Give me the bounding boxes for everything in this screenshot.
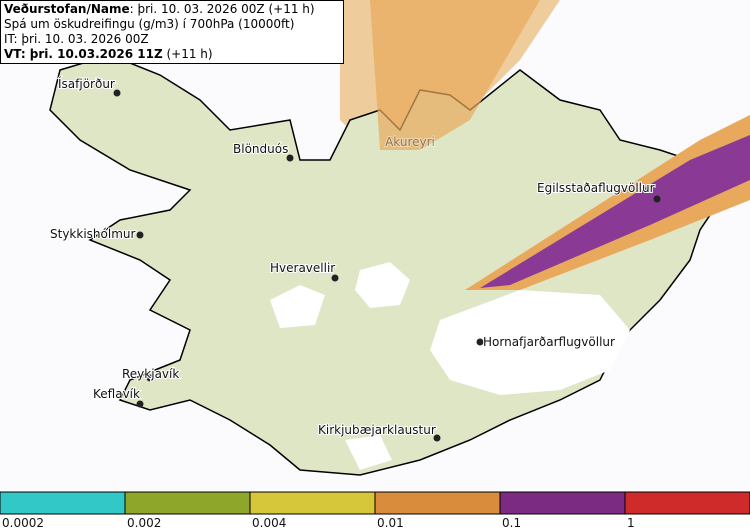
legend-label: 0.002 xyxy=(127,516,161,530)
place-dot xyxy=(146,374,154,382)
ash-north-core xyxy=(370,0,540,150)
place-dot xyxy=(653,195,661,203)
place-label: Ísafjörður xyxy=(58,76,115,91)
legend-swatch xyxy=(624,491,750,515)
place-dot xyxy=(476,338,484,346)
header-valid: VT: þri. 10.03.2026 11Z xyxy=(4,47,163,61)
place-dot xyxy=(136,231,144,239)
glacier xyxy=(355,262,410,308)
ash-plume-outer xyxy=(465,115,750,290)
place-label: Kirkjubæjarklaustur xyxy=(318,423,436,437)
legend-swatch xyxy=(0,491,126,515)
legend-label: 0.1 xyxy=(502,516,521,530)
legend-swatch xyxy=(124,491,251,515)
ash-plume-core xyxy=(480,135,750,288)
header-line: Veðurstofan/Name: þri. 10. 03. 2026 00Z … xyxy=(4,2,340,17)
header-org: Veðurstofan/Name xyxy=(4,2,130,16)
place-dot xyxy=(433,434,441,442)
legend-label: 0.01 xyxy=(377,516,404,530)
place-label: Hveravellir xyxy=(270,261,335,275)
glacier xyxy=(270,285,325,328)
places: Ísafjörður Blönduós Akureyri Egilsstaðaflug… xyxy=(49,75,661,442)
legend-label: 0.0002 xyxy=(2,516,44,530)
header-run: : þri. 10. 03. 2026 00Z (+11 h) xyxy=(129,2,315,16)
legend-swatch xyxy=(374,491,501,515)
place-label: Egilsstaðaflugvöllur xyxy=(537,181,655,195)
legend-label: 0.004 xyxy=(252,516,286,530)
legend: 0.0002 0.002 0.004 0.01 0.1 1 xyxy=(0,491,750,530)
legend-swatch xyxy=(499,491,626,515)
place-dot xyxy=(331,274,339,282)
place-label: Akureyri xyxy=(385,135,435,149)
legend-label: 1 xyxy=(627,516,635,530)
glacier xyxy=(345,435,392,470)
header-product: Spá um öskudreifingu (g/m3) í 700hPa (10… xyxy=(4,17,295,31)
place-label: Reykjavík xyxy=(122,367,179,381)
header-lead: (+11 h) xyxy=(166,47,213,61)
place-label: Hornafjarðarflugvöllur xyxy=(483,335,615,349)
place-label: Stykkishólmur xyxy=(50,227,135,241)
place-label: Keflavík xyxy=(93,387,140,401)
header-init: IT: þri. 10. 03. 2026 00Z xyxy=(4,32,149,46)
place-label: Blönduós xyxy=(233,142,288,156)
place-dot xyxy=(286,154,294,162)
place-dot xyxy=(136,400,144,408)
place-dot xyxy=(113,89,121,97)
header: Veðurstofan/Name: þri. 10. 03. 2026 00Z … xyxy=(0,0,344,64)
legend-swatch xyxy=(249,491,376,515)
header-line: VT: þri. 10.03.2026 11Z (+11 h) xyxy=(4,47,340,62)
glacier xyxy=(430,290,630,395)
